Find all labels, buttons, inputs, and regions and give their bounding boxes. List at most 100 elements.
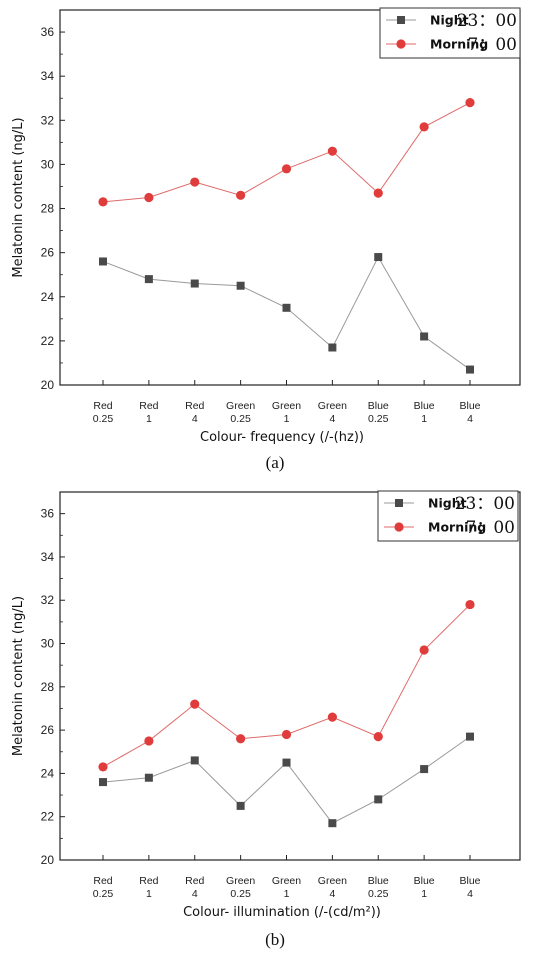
y-tick-label: 24: [41, 766, 55, 780]
y-tick-label: 26: [41, 723, 55, 737]
x-tick-label: Green: [318, 875, 347, 887]
legend-marker-square: [397, 16, 405, 24]
data-point-night: [374, 253, 383, 262]
plot-frame: [59, 9, 521, 386]
x-axis-title: Colour- frequency (/-(hz)): [200, 430, 364, 445]
x-tick-label: Red: [93, 400, 112, 412]
y-tick-label: 34: [41, 69, 55, 83]
legend-label-morning: Morning: [428, 520, 486, 535]
data-point-morning: [281, 164, 292, 174]
y-tick-label: 20: [41, 378, 55, 392]
series-line-morning: [102, 102, 471, 203]
series-line-night: [102, 256, 471, 370]
legend-marker-circle: [396, 39, 406, 49]
legend-label-morning: Morning: [430, 37, 488, 52]
data-point-night: [328, 819, 337, 828]
data-point-night: [190, 279, 199, 288]
x-tick-label: 0.25: [368, 413, 389, 425]
data-point-morning: [373, 188, 383, 198]
legend-marker-square: [395, 499, 403, 507]
data-point-morning: [327, 712, 337, 722]
data-point-morning: [144, 192, 154, 203]
x-tick-label: 0.25: [93, 888, 114, 900]
data-point-morning: [190, 177, 200, 187]
y-tick-label: 36: [41, 507, 55, 521]
x-tick-label: Blue: [459, 875, 480, 887]
y-tick-label: 30: [41, 637, 55, 651]
x-tick-label: 4: [329, 413, 335, 425]
data-point-night: [420, 765, 429, 774]
x-tick-label: 1: [421, 413, 427, 425]
x-tick-label: Blue: [368, 875, 389, 887]
data-point-morning: [98, 762, 108, 772]
x-tick-label: 4: [467, 888, 473, 900]
legend-time-morning: 7：00: [468, 35, 517, 55]
x-tick-label: Green: [318, 400, 347, 412]
x-tick-label: Blue: [459, 400, 480, 412]
data-point-morning: [281, 729, 292, 740]
x-tick-label: Red: [139, 400, 158, 412]
y-tick-label: 32: [41, 113, 55, 127]
x-tick-label: Red: [139, 875, 158, 887]
data-point-morning: [236, 190, 246, 200]
y-tick-label: 22: [41, 334, 55, 348]
legend-label-night: Night: [428, 496, 467, 511]
x-tick-label: 4: [192, 413, 198, 425]
x-tick-label: 1: [146, 888, 152, 900]
data-point-night: [466, 365, 474, 374]
series-line-night: [102, 736, 471, 824]
x-tick-label: Blue: [368, 400, 389, 412]
data-point-morning: [465, 599, 475, 610]
legend-label-night: Night: [430, 13, 469, 28]
data-point-night: [144, 275, 153, 284]
chart-panel-2: 202224262830323436Red0.25Red1Red4Green0.…: [11, 490, 521, 920]
x-tick-label: Red: [185, 400, 204, 412]
data-point-morning: [419, 645, 429, 655]
x-tick-label: 4: [192, 888, 198, 900]
data-point-morning: [373, 732, 383, 742]
x-tick-label: Red: [185, 875, 204, 887]
x-tick-label: 1: [146, 413, 152, 425]
data-point-morning: [465, 98, 475, 108]
panel-label: (b): [265, 930, 285, 949]
y-tick-label: 32: [41, 593, 55, 607]
x-tick-label: 0.25: [93, 413, 114, 425]
data-point-morning: [419, 122, 429, 132]
data-point-night: [466, 732, 474, 741]
y-tick-label: 24: [41, 290, 55, 304]
panel-label: (a): [266, 453, 285, 472]
legend-time-morning: 7：00: [466, 518, 515, 538]
data-point-night: [374, 795, 383, 804]
data-point-night: [99, 257, 107, 266]
x-tick-label: Green: [272, 400, 301, 412]
data-point-night: [190, 756, 199, 765]
x-tick-label: 1: [284, 888, 290, 900]
x-tick-label: 0.25: [368, 888, 389, 900]
data-point-night: [99, 778, 107, 787]
x-tick-label: Green: [226, 875, 255, 887]
x-tick-label: 4: [329, 888, 335, 900]
y-axis-title: Melatonin content (ng/L): [11, 596, 26, 756]
y-tick-label: 34: [41, 550, 55, 564]
x-tick-label: Blue: [414, 875, 435, 887]
data-point-morning: [327, 146, 337, 156]
data-point-night: [282, 303, 291, 312]
y-tick-label: 36: [41, 25, 55, 39]
x-tick-label: 0.25: [230, 888, 251, 900]
legend-marker-circle: [394, 522, 404, 532]
x-tick-label: 1: [284, 413, 290, 425]
plot-frame: [59, 491, 521, 861]
y-axis-title: Melatonin content (ng/L): [11, 117, 26, 277]
data-point-morning: [144, 736, 154, 746]
data-point-night: [328, 343, 337, 352]
chart-panel-1: 202224262830323436Red0.25Red1Red4Green0.…: [11, 7, 521, 445]
x-tick-label: Blue: [414, 400, 435, 412]
data-point-morning: [98, 197, 108, 207]
legend-time-night: 23：00: [457, 11, 517, 31]
data-point-morning: [236, 734, 246, 744]
x-tick-label: 0.25: [230, 413, 251, 425]
y-tick-label: 26: [41, 246, 55, 260]
data-point-night: [236, 281, 245, 290]
